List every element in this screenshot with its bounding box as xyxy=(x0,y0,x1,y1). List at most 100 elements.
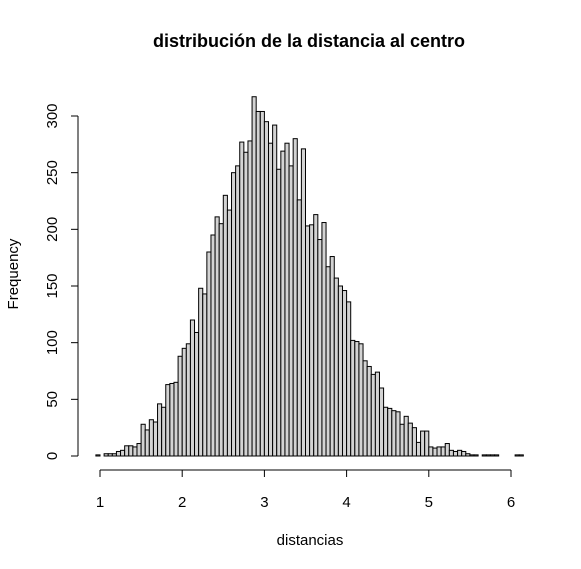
histogram-bar xyxy=(177,355,183,457)
histogram-bar xyxy=(263,121,270,457)
histogram-bar xyxy=(103,453,109,457)
histogram-bar xyxy=(317,239,323,457)
histogram-bar xyxy=(494,454,500,457)
histogram-bar xyxy=(111,453,117,457)
histogram-bar xyxy=(424,430,430,457)
histogram-bar xyxy=(457,449,463,457)
histogram-bar xyxy=(407,422,413,457)
histogram-bar xyxy=(95,454,101,457)
histogram-bar xyxy=(107,453,113,457)
histogram-bar xyxy=(374,371,380,457)
histogram-bar xyxy=(251,96,257,457)
x-tick-label: 1 xyxy=(96,494,104,511)
y-tick-label: 200 xyxy=(44,217,61,242)
histogram-bar xyxy=(235,165,241,457)
histogram-bar xyxy=(366,365,372,457)
y-tick-label: 250 xyxy=(44,160,61,185)
histogram-bar xyxy=(284,142,290,457)
histogram-bar xyxy=(132,446,138,457)
histogram-bar xyxy=(333,277,339,457)
histogram-bar xyxy=(473,454,479,457)
histogram-bar xyxy=(350,339,356,457)
histogram-bar xyxy=(399,423,405,457)
x-tick-label: 3 xyxy=(260,494,268,511)
histogram-bar xyxy=(268,142,274,457)
x-tick-label: 4 xyxy=(342,494,350,511)
histogram-bar xyxy=(403,415,409,457)
histogram-bar xyxy=(157,403,163,457)
histogram-bar xyxy=(309,224,315,457)
histogram-bar xyxy=(313,214,319,457)
histogram-bar xyxy=(391,410,397,457)
histogram-bar xyxy=(300,148,307,457)
histogram-bar xyxy=(358,343,364,457)
histogram-bar xyxy=(420,430,426,457)
histogram-bar xyxy=(272,124,278,457)
histogram-bar xyxy=(346,301,352,457)
histogram-bar xyxy=(415,441,422,457)
histogram-bar xyxy=(210,234,216,457)
histogram-bar xyxy=(189,319,196,457)
histogram-bar xyxy=(288,165,294,457)
histogram-bar xyxy=(222,194,228,457)
histogram-bar xyxy=(452,450,459,457)
histogram-bar xyxy=(194,331,200,457)
histogram-bar xyxy=(144,429,150,457)
histogram-bar xyxy=(243,151,249,457)
y-axis: 0 50 100 150 200 250 300 xyxy=(44,103,79,460)
histogram-bar xyxy=(148,419,154,457)
histogram-bar xyxy=(461,450,467,457)
histogram-bar xyxy=(411,427,417,457)
y-tick-label: 0 xyxy=(44,452,61,460)
histogram-bar xyxy=(120,449,126,457)
histogram-bar xyxy=(247,140,253,457)
histogram-bar xyxy=(152,421,159,457)
histogram-bar xyxy=(292,138,298,457)
chart-title: distribución de la distancia al centro xyxy=(153,31,465,51)
x-axis-label: distancias xyxy=(277,532,344,549)
histogram-bar xyxy=(165,384,171,457)
histogram-bar xyxy=(325,266,331,457)
histogram-bar xyxy=(514,454,520,457)
histogram-bar xyxy=(124,445,130,457)
histogram-bar xyxy=(169,382,175,457)
histogram-bar xyxy=(161,406,167,457)
histogram-bar xyxy=(378,387,385,457)
y-tick-label: 50 xyxy=(44,391,61,408)
histogram-bar xyxy=(173,381,179,457)
histogram-bar xyxy=(481,454,487,457)
histogram-bar xyxy=(202,293,208,457)
histogram-bar xyxy=(440,446,446,457)
histogram-bar xyxy=(337,285,343,457)
histogram-bar xyxy=(259,110,265,457)
histogram-bar xyxy=(185,343,191,457)
histogram-bar xyxy=(518,454,524,457)
histogram-bar xyxy=(140,423,146,457)
histogram-bar xyxy=(354,341,360,457)
x-tick-label: 6 xyxy=(507,494,515,511)
histogram-bar xyxy=(280,150,286,457)
y-tick-label: 100 xyxy=(44,330,61,355)
histogram-bar xyxy=(231,172,237,457)
histogram-bar xyxy=(444,443,450,457)
y-tick-label: 150 xyxy=(44,273,61,298)
histogram-bar xyxy=(469,454,475,457)
x-tick-label: 5 xyxy=(425,494,433,511)
x-tick-label: 2 xyxy=(178,494,186,511)
histogram-bar xyxy=(198,287,204,457)
y-axis-label: Frequency xyxy=(5,238,22,309)
x-axis: 1 2 3 4 5 6 xyxy=(96,469,515,511)
histogram-bar xyxy=(362,360,368,457)
histogram-bar xyxy=(255,110,261,457)
histogram-bar xyxy=(181,347,187,457)
histogram-bar xyxy=(206,251,212,457)
histogram-bar xyxy=(432,447,438,457)
histogram-bar xyxy=(341,290,348,457)
histogram-bar xyxy=(383,406,389,457)
histogram-bar xyxy=(276,168,282,457)
histogram-bar xyxy=(214,216,220,457)
histogram-bar xyxy=(387,407,393,457)
histogram-bar xyxy=(321,222,327,457)
histogram-bar xyxy=(436,446,442,457)
